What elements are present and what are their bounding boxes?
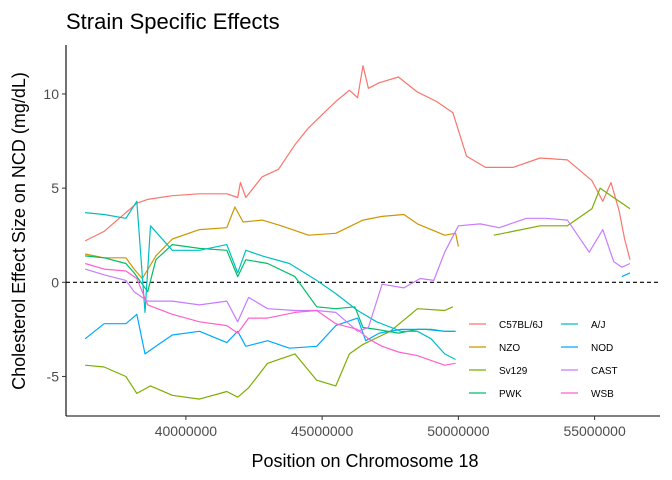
legend-label: A/J: [591, 320, 605, 331]
legend-label: NZO: [499, 343, 520, 354]
y-tick-label: 5: [51, 180, 59, 196]
series-line-nzo: [84, 206, 459, 280]
series-line-wsb: [84, 262, 456, 366]
y-tick-label: 10: [43, 86, 59, 102]
legend-label: Sv129: [499, 366, 528, 377]
y-axis-title: Cholesterol Effect Size on NCD (mg/dL): [9, 72, 29, 390]
legend-label: CAST: [591, 366, 618, 377]
series-line-nod: [84, 313, 456, 355]
x-tick-label: 40000000: [155, 423, 218, 439]
y-tick-label: -5: [47, 368, 60, 384]
series-line-sv129: [85, 306, 454, 400]
series-line-a-j: [85, 200, 456, 361]
series-line-c57bl-6j: [84, 65, 631, 260]
plot-area: -5 0 5 10 40000000 45000000 50000000 55000000 C5…: [43, 45, 660, 439]
legend-label: NOD: [591, 343, 613, 354]
legend-label: C57BL/6J: [499, 320, 543, 331]
chart-title: Strain Specific Effects: [66, 9, 280, 34]
series-line-nod-right: [621, 272, 631, 278]
series-line-sv129-right: [493, 187, 631, 236]
y-tick-label: 0: [51, 274, 59, 290]
legend-label: PWK: [499, 389, 522, 400]
x-axis-title: Position on Chromosome 18: [251, 451, 478, 471]
legend: C57BL/6J NZO Sv129 PWK A/J NOD CAST WSB: [460, 305, 630, 408]
series-line-cast: [84, 217, 631, 332]
x-tick-label: 55000000: [563, 423, 626, 439]
x-tick-label: 45000000: [291, 423, 354, 439]
legend-label: WSB: [591, 389, 614, 400]
x-tick-label: 50000000: [427, 423, 490, 439]
legend-background: [460, 305, 630, 408]
